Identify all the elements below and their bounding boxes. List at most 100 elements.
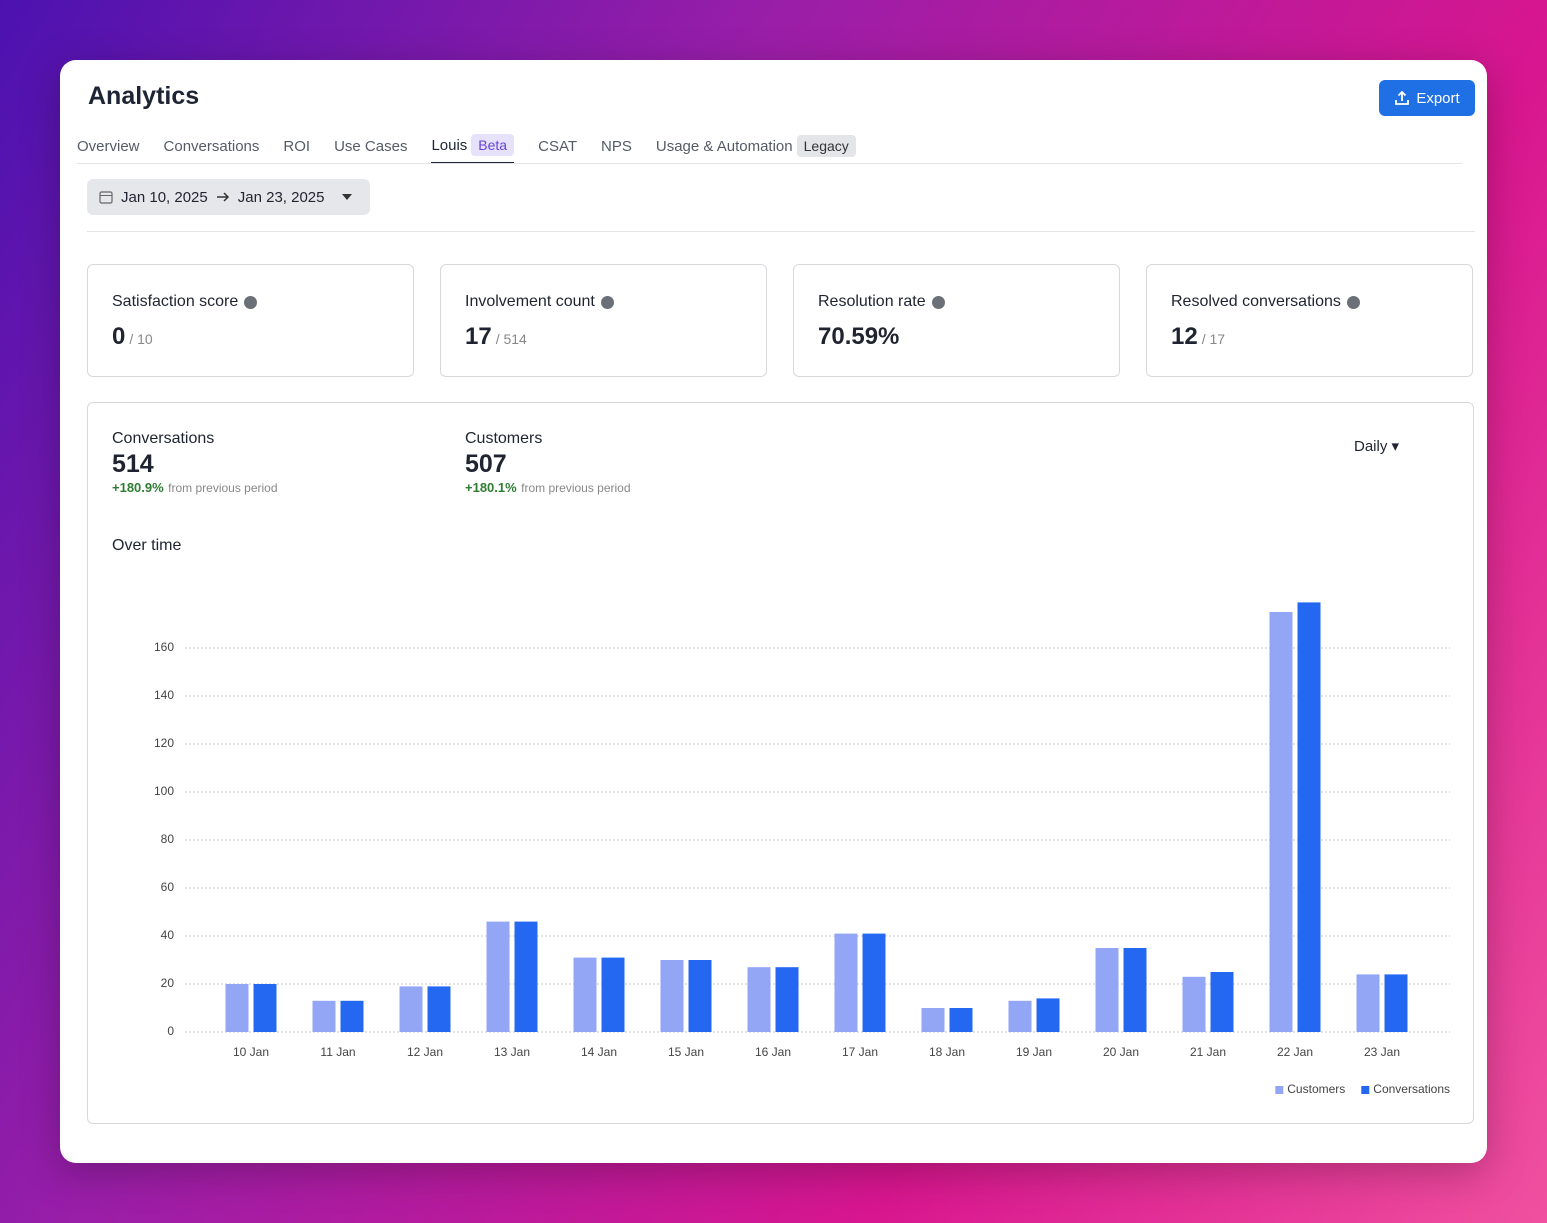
bar xyxy=(399,986,423,1032)
tab-badge: Beta xyxy=(471,134,515,156)
tab-label: Louis xyxy=(431,136,468,154)
bar xyxy=(862,933,886,1032)
bar xyxy=(1269,612,1293,1032)
x-tick-label: 23 Jan xyxy=(1364,1045,1400,1059)
summary-change: +180.9% xyxy=(112,480,164,495)
bar xyxy=(601,957,625,1032)
bar xyxy=(1036,998,1060,1032)
summary: Customers 507 +180.1% from previous peri… xyxy=(465,430,631,497)
x-tick-label: 15 Jan xyxy=(668,1045,704,1059)
x-tick-label: 19 Jan xyxy=(1016,1045,1052,1059)
y-tick-label: 160 xyxy=(154,640,174,654)
bar xyxy=(834,933,858,1032)
x-tick-label: 18 Jan xyxy=(929,1045,965,1059)
x-tick-label: 20 Jan xyxy=(1103,1045,1139,1059)
chart-card: Conversations 514 +180.9% from previous … xyxy=(87,402,1474,1124)
x-tick-label: 12 Jan xyxy=(407,1045,443,1059)
divider xyxy=(87,231,1475,232)
bar xyxy=(486,921,510,1032)
kpi-card: Involvement count 17/ 514 xyxy=(440,264,767,377)
y-tick-label: 120 xyxy=(154,736,174,750)
tab-label: ROI xyxy=(283,137,311,155)
bar xyxy=(747,967,771,1032)
chart-title: Over time xyxy=(112,537,182,554)
bar xyxy=(340,1000,364,1032)
bar xyxy=(427,986,451,1032)
bar xyxy=(514,921,538,1032)
info-icon[interactable] xyxy=(1346,295,1360,309)
tab[interactable]: Louis Beta xyxy=(431,128,515,164)
kpi-value: 12 xyxy=(1171,323,1198,350)
tab[interactable]: CSAT xyxy=(538,128,577,164)
divider xyxy=(77,163,1462,164)
summary-note: from previous period xyxy=(521,481,631,495)
kpi-value: 70.59% xyxy=(818,323,900,350)
tab-label: NPS xyxy=(601,137,632,155)
summary-note: from previous period xyxy=(168,481,278,495)
kpi-label: Resolved conversations xyxy=(1171,293,1341,310)
kpi-label: Resolution rate xyxy=(818,293,926,310)
tab[interactable]: Overview xyxy=(77,128,140,164)
bar xyxy=(312,1000,336,1032)
tab[interactable]: NPS xyxy=(601,128,632,164)
x-tick-label: 13 Jan xyxy=(494,1045,530,1059)
calendar-icon xyxy=(99,191,113,204)
bar xyxy=(1297,602,1321,1032)
tab-label: Use Cases xyxy=(334,137,408,155)
date-end: Jan 23, 2025 xyxy=(237,188,325,206)
kpi-card: Resolution rate 70.59% xyxy=(793,264,1120,377)
export-button[interactable]: Export xyxy=(1379,80,1475,116)
tab[interactable]: ROI xyxy=(283,128,310,164)
y-tick-label: 60 xyxy=(161,880,175,894)
bar xyxy=(1210,972,1234,1032)
tab[interactable]: Usage & Automation Legacy xyxy=(656,128,856,164)
export-icon xyxy=(1395,90,1410,105)
info-icon[interactable] xyxy=(931,295,945,309)
interval-select[interactable]: Daily ▾ xyxy=(1354,438,1400,455)
arrow-icon xyxy=(216,192,229,202)
legend-swatch xyxy=(1275,1086,1284,1094)
summary-value: 514 xyxy=(112,450,154,478)
kpi-total: / 514 xyxy=(495,331,527,347)
y-tick-label: 100 xyxy=(154,784,174,798)
legend-label: Conversations xyxy=(1373,1082,1450,1096)
bar xyxy=(225,984,249,1032)
x-tick-label: 21 Jan xyxy=(1190,1045,1226,1059)
info-icon[interactable] xyxy=(244,295,258,309)
kpi-total: / 10 xyxy=(129,331,153,347)
tab[interactable]: Conversations xyxy=(164,128,260,164)
analytics-card: Analytics Export Overview Conversations … xyxy=(60,60,1487,1163)
caret-icon xyxy=(341,194,352,200)
tab[interactable]: Use Cases xyxy=(334,128,407,164)
tab-label: Conversations xyxy=(163,137,260,155)
bar xyxy=(1356,974,1380,1032)
kpi-value: 17 xyxy=(465,323,492,350)
date-start: Jan 10, 2025 xyxy=(121,188,208,206)
y-tick-label: 80 xyxy=(161,832,175,846)
summary-change: +180.1% xyxy=(465,480,517,495)
x-tick-label: 11 Jan xyxy=(320,1045,355,1059)
bar xyxy=(921,1008,945,1032)
legend-swatch xyxy=(1361,1086,1370,1094)
tab-label: Usage & Automation xyxy=(655,137,793,155)
x-tick-label: 14 Jan xyxy=(581,1045,617,1059)
kpi-card: Satisfaction score 0/ 10 xyxy=(87,264,414,377)
kpi-card: Resolved conversations 12/ 17 xyxy=(1146,264,1473,377)
date-range-picker[interactable]: Jan 10, 2025 Jan 23, 2025 xyxy=(87,179,370,215)
interval-label: Daily xyxy=(1354,438,1388,455)
bar xyxy=(1095,948,1119,1032)
bar xyxy=(949,1008,973,1032)
kpi-total: / 17 xyxy=(1201,331,1226,347)
bar xyxy=(253,984,277,1032)
tab-bar: Overview Conversations ROI Use Cases Lou… xyxy=(77,128,856,164)
x-tick-label: 22 Jan xyxy=(1277,1045,1313,1059)
bar xyxy=(1008,1000,1032,1032)
kpi-label: Satisfaction score xyxy=(112,293,239,310)
info-icon[interactable] xyxy=(600,295,614,309)
x-tick-label: 10 Jan xyxy=(233,1045,269,1059)
chart: 0 20 40 60 80 100 120 140 160 10 Jan 11 Jan 12 Jan 1… xyxy=(154,602,1450,1096)
summary-label: Customers xyxy=(465,430,543,447)
y-tick-label: 140 xyxy=(154,688,174,702)
bar xyxy=(660,960,684,1032)
